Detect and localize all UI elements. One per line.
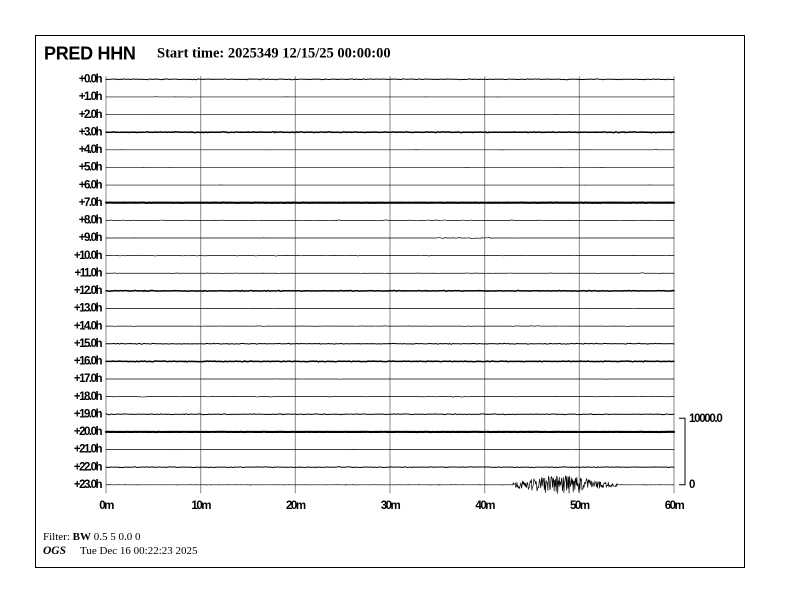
- svg-text:40m: 40m: [475, 500, 495, 512]
- svg-text:PRED HHN: PRED HHN: [44, 44, 136, 64]
- svg-text:+12.0h: +12.0h: [74, 285, 103, 297]
- svg-text:+3.0h: +3.0h: [79, 126, 103, 138]
- svg-text:0: 0: [689, 479, 695, 491]
- svg-text:+8.0h: +8.0h: [79, 215, 103, 227]
- svg-text:+4.0h: +4.0h: [79, 144, 103, 156]
- svg-text:Filter: BW 0.5 5 0.0 0: Filter: BW 0.5 5 0.0 0: [43, 531, 141, 543]
- svg-text:+16.0h: +16.0h: [74, 356, 103, 368]
- svg-text:+17.0h: +17.0h: [74, 373, 103, 385]
- svg-text:+6.0h: +6.0h: [79, 179, 103, 191]
- svg-text:+11.0h: +11.0h: [75, 267, 103, 279]
- svg-text:+5.0h: +5.0h: [79, 162, 103, 174]
- svg-text:+21.0h: +21.0h: [74, 444, 103, 456]
- svg-text:+9.0h: +9.0h: [79, 232, 103, 244]
- svg-text:+19.0h: +19.0h: [74, 409, 103, 421]
- svg-text:+20.0h: +20.0h: [74, 426, 103, 438]
- svg-text:+7.0h: +7.0h: [79, 197, 103, 209]
- svg-text:+18.0h: +18.0h: [74, 391, 103, 403]
- svg-text:Start time: 2025349 12/15/25 0: Start time: 2025349 12/15/25 00:00:00: [157, 46, 391, 62]
- svg-text:+10.0h: +10.0h: [74, 250, 103, 262]
- svg-text:OGS: OGS: [43, 545, 66, 557]
- svg-text:30m: 30m: [381, 500, 401, 512]
- svg-text:+0.0h: +0.0h: [79, 74, 103, 86]
- svg-text:20m: 20m: [286, 500, 306, 512]
- svg-text:50m: 50m: [570, 500, 590, 512]
- svg-text:10000.0: 10000.0: [689, 413, 722, 425]
- svg-text:+2.0h: +2.0h: [79, 109, 103, 121]
- svg-text:+23.0h: +23.0h: [74, 479, 103, 491]
- svg-text:+13.0h: +13.0h: [74, 303, 103, 315]
- svg-text:+1.0h: +1.0h: [79, 91, 103, 103]
- svg-text:+14.0h: +14.0h: [74, 320, 103, 332]
- svg-text:10m: 10m: [191, 500, 211, 512]
- svg-text:+22.0h: +22.0h: [74, 461, 103, 473]
- svg-text:60m: 60m: [665, 500, 685, 512]
- svg-text:+15.0h: +15.0h: [74, 338, 103, 350]
- svg-text:0m: 0m: [99, 500, 114, 512]
- svg-text:Tue Dec 16 00:22:23 2025: Tue Dec 16 00:22:23 2025: [80, 545, 198, 557]
